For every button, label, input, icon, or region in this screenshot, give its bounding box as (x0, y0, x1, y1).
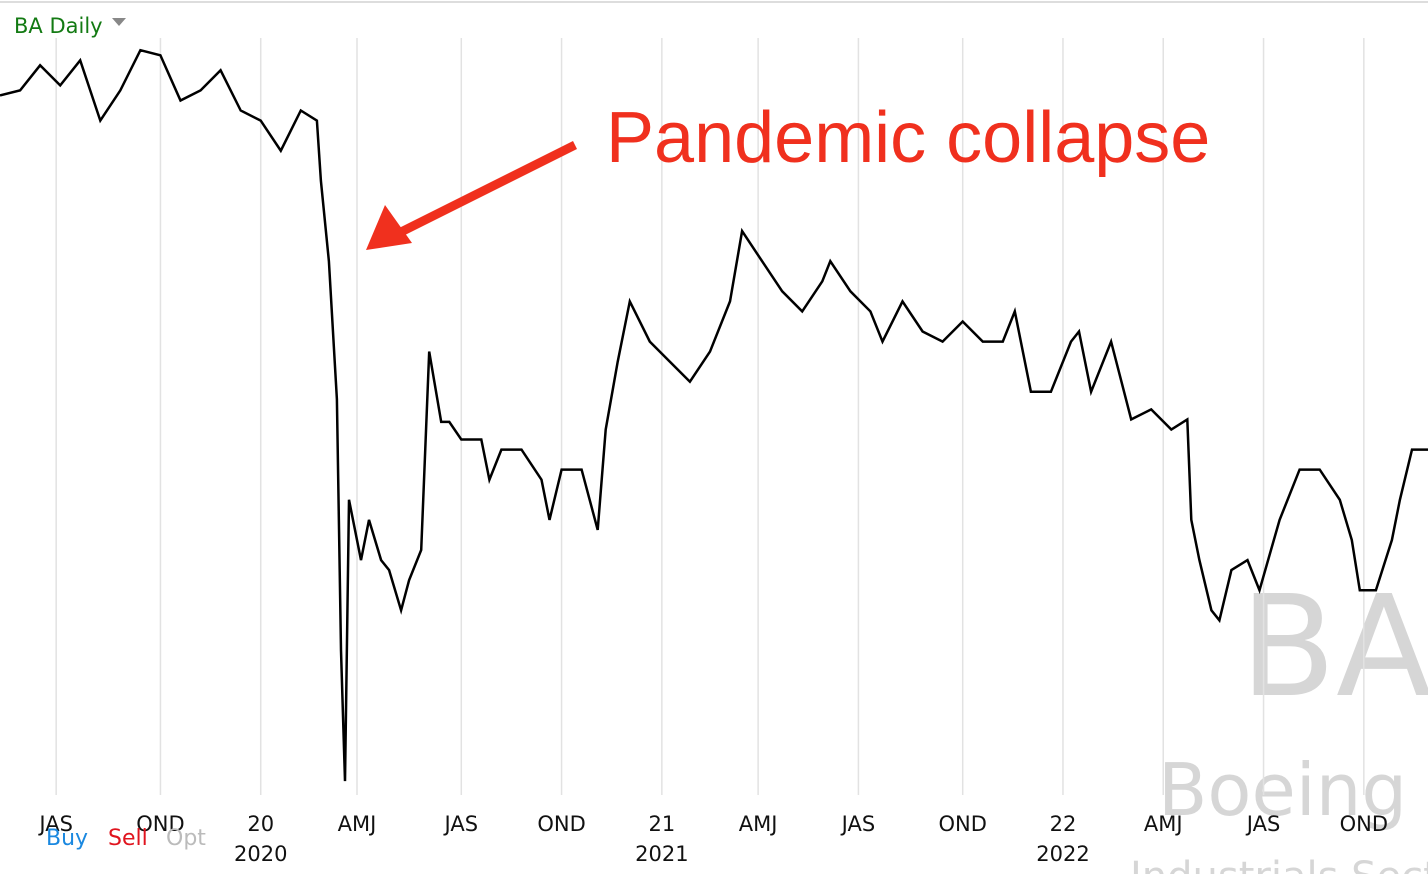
watermark-sector: Industrials Sector (1130, 854, 1428, 874)
x-tick-label: JAS (37, 812, 73, 836)
x-tick-label: 21 (648, 812, 675, 836)
x-tick-label: AMJ (338, 812, 377, 836)
x-year-label: 2022 (1036, 842, 1089, 866)
watermark-name: Boeing Co (1158, 748, 1428, 832)
x-year-label: 2021 (635, 842, 688, 866)
x-tick-label: 22 (1050, 812, 1077, 836)
opt-button[interactable]: Opt (166, 826, 206, 851)
x-tick-label: OND (537, 812, 585, 836)
sell-button[interactable]: Sell (108, 826, 148, 851)
watermark-symbol: BA (1240, 566, 1428, 729)
buy-button[interactable]: Buy (46, 826, 88, 851)
x-tick-label: OND (1340, 812, 1388, 836)
plot (0, 48, 1428, 782)
x-tick-label: AMJ (739, 812, 778, 836)
chart-title[interactable]: BA Daily (14, 14, 103, 38)
title-dropdown[interactable] (112, 18, 126, 26)
x-tick-label: JAS (443, 812, 479, 836)
x-tick-label: OND (136, 812, 184, 836)
annotation-arrowhead (366, 205, 412, 250)
price-line (0, 48, 1428, 782)
x-year-label: 2020 (234, 842, 287, 866)
x-axis: JAS OND 20 AMJ JAS OND 21 AMJ JAS OND 22 AMJ JAS OND 2… (37, 812, 1388, 866)
x-tick-label: OND (938, 812, 986, 836)
x-tick-label: JAS (840, 812, 876, 836)
grid (55, 38, 1365, 795)
x-tick-label: AMJ (1144, 812, 1183, 836)
annotation: Pandemic collapse (606, 98, 1210, 178)
watermark: BA Boeing Co Industrials Sector (1130, 566, 1428, 874)
x-tick-label: 20 (247, 812, 274, 836)
annotation-arrow (392, 140, 578, 240)
x-tick-label: JAS (1245, 812, 1281, 836)
